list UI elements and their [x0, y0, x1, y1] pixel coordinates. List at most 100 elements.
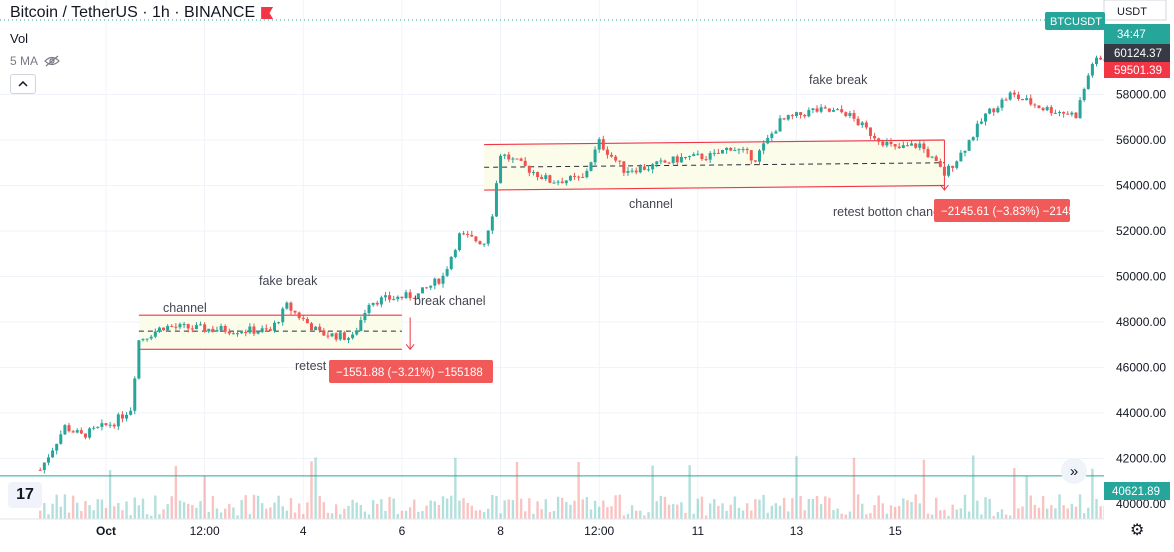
- volume-bar: [939, 510, 942, 520]
- volume-bar: [852, 457, 856, 520]
- volume-bar: [881, 503, 884, 520]
- candle-body: [310, 323, 313, 331]
- candle-body: [725, 147, 729, 151]
- candle-body: [59, 434, 63, 444]
- volume-bar: [861, 503, 864, 520]
- time-axis[interactable]: Oct 12:00 4 6 8 12:00 11 13 15: [0, 518, 1104, 547]
- candle-body: [490, 216, 494, 231]
- legend-title-row[interactable]: Bitcoin / TetherUS · 1h · BINANCE: [10, 4, 274, 22]
- candle-body: [445, 269, 449, 276]
- volume-bar: [117, 503, 120, 520]
- countdown-text: 34:47: [1117, 29, 1146, 41]
- volume-bar: [1025, 475, 1028, 520]
- candle-body: [1008, 92, 1012, 100]
- volume-bar: [240, 499, 243, 520]
- candle-body: [162, 327, 166, 331]
- candle-body: [297, 312, 301, 318]
- candle-body: [519, 158, 523, 161]
- volume-bar: [108, 470, 112, 520]
- candle-body: [827, 108, 831, 112]
- symbol-title[interactable]: Bitcoin / TetherUS · 1h · BINANCE: [10, 4, 256, 21]
- price-axis[interactable]: 58000.00 56000.00 54000.00 52000.00 50000.00…: [1045, 0, 1174, 547]
- candle-body: [700, 153, 704, 160]
- candle-body: [836, 109, 840, 111]
- volume-bar: [310, 461, 313, 520]
- time-axis-bg: [0, 519, 1104, 547]
- volume-bar: [1082, 513, 1086, 520]
- volume-bar: [347, 505, 350, 520]
- volume-bar: [647, 512, 650, 520]
- volume-bar: [1062, 505, 1065, 520]
- eye-off-icon[interactable]: [44, 55, 60, 67]
- grid: [0, 0, 1104, 520]
- candle-body: [412, 298, 416, 300]
- volume-bar: [150, 515, 153, 520]
- volume-bar: [1037, 507, 1041, 520]
- channel-drawings[interactable]: [138, 139, 949, 351]
- volume-bar: [532, 513, 535, 520]
- candle-body: [564, 180, 568, 184]
- volume-bar: [515, 461, 519, 520]
- volume-bar: [688, 465, 691, 520]
- candle-body: [137, 340, 141, 379]
- volume-bar: [639, 510, 642, 520]
- volume-bar: [408, 507, 412, 520]
- volume-bar: [306, 502, 309, 520]
- candle-body: [942, 166, 946, 176]
- volume-bar: [376, 503, 379, 520]
- volume-bar: [182, 502, 186, 520]
- channel-fill-1: [138, 315, 402, 350]
- volume-bar: [519, 498, 523, 520]
- candle-body: [194, 325, 198, 330]
- volume-bar: [614, 495, 617, 520]
- scroll-to-realtime-button[interactable]: »: [1061, 458, 1087, 484]
- volume-bar: [811, 498, 815, 520]
- tradingview-logo[interactable]: 17: [8, 482, 42, 508]
- channel-upper-line-2: [484, 139, 945, 146]
- candle-body: [379, 297, 383, 305]
- candle-body: [988, 108, 992, 114]
- annotation-text: fake break: [809, 73, 868, 87]
- volume-bar: [59, 506, 62, 520]
- volume-bar: [577, 461, 580, 520]
- candle-body: [544, 175, 548, 179]
- volume-bar: [330, 513, 334, 520]
- chevron-up-icon: [18, 81, 28, 87]
- volume-bar: [314, 457, 317, 520]
- candle-body: [281, 308, 285, 323]
- volume-bar: [191, 504, 194, 520]
- candle-body: [236, 333, 240, 335]
- candle-body: [441, 275, 445, 284]
- candle-body: [494, 183, 498, 217]
- volume-bar: [898, 505, 901, 520]
- candle-body: [844, 112, 848, 116]
- volume-bar: [1054, 508, 1057, 520]
- volume-bar: [922, 459, 926, 520]
- ma-indicator[interactable]: 5 MA: [10, 54, 273, 68]
- candle-body: [630, 170, 634, 172]
- gear-icon[interactable]: ⚙: [1130, 522, 1145, 539]
- candle-body: [42, 462, 46, 470]
- volume-bar: [626, 513, 630, 520]
- volume-bar: [256, 495, 260, 520]
- candle-body: [733, 150, 737, 152]
- candle-body: [503, 154, 507, 156]
- volume-bar: [322, 502, 326, 520]
- candle-body: [667, 162, 671, 164]
- volume-label[interactable]: Vol: [10, 31, 29, 46]
- candle-body: [585, 170, 589, 178]
- candle-body: [597, 139, 601, 150]
- collapse-legend-button[interactable]: [10, 74, 36, 94]
- candle-body: [762, 143, 766, 151]
- annotations: channel fake break break chanel retest chann…: [163, 73, 1088, 383]
- candle-body: [647, 169, 651, 171]
- candle-body: [182, 324, 186, 326]
- candle-body: [823, 107, 827, 109]
- flag-icon[interactable]: [261, 7, 274, 19]
- annotation-text: channel: [629, 197, 673, 211]
- candle-body: [1090, 64, 1094, 76]
- annotation-text: fake break: [259, 274, 318, 288]
- volume-bar: [618, 494, 621, 520]
